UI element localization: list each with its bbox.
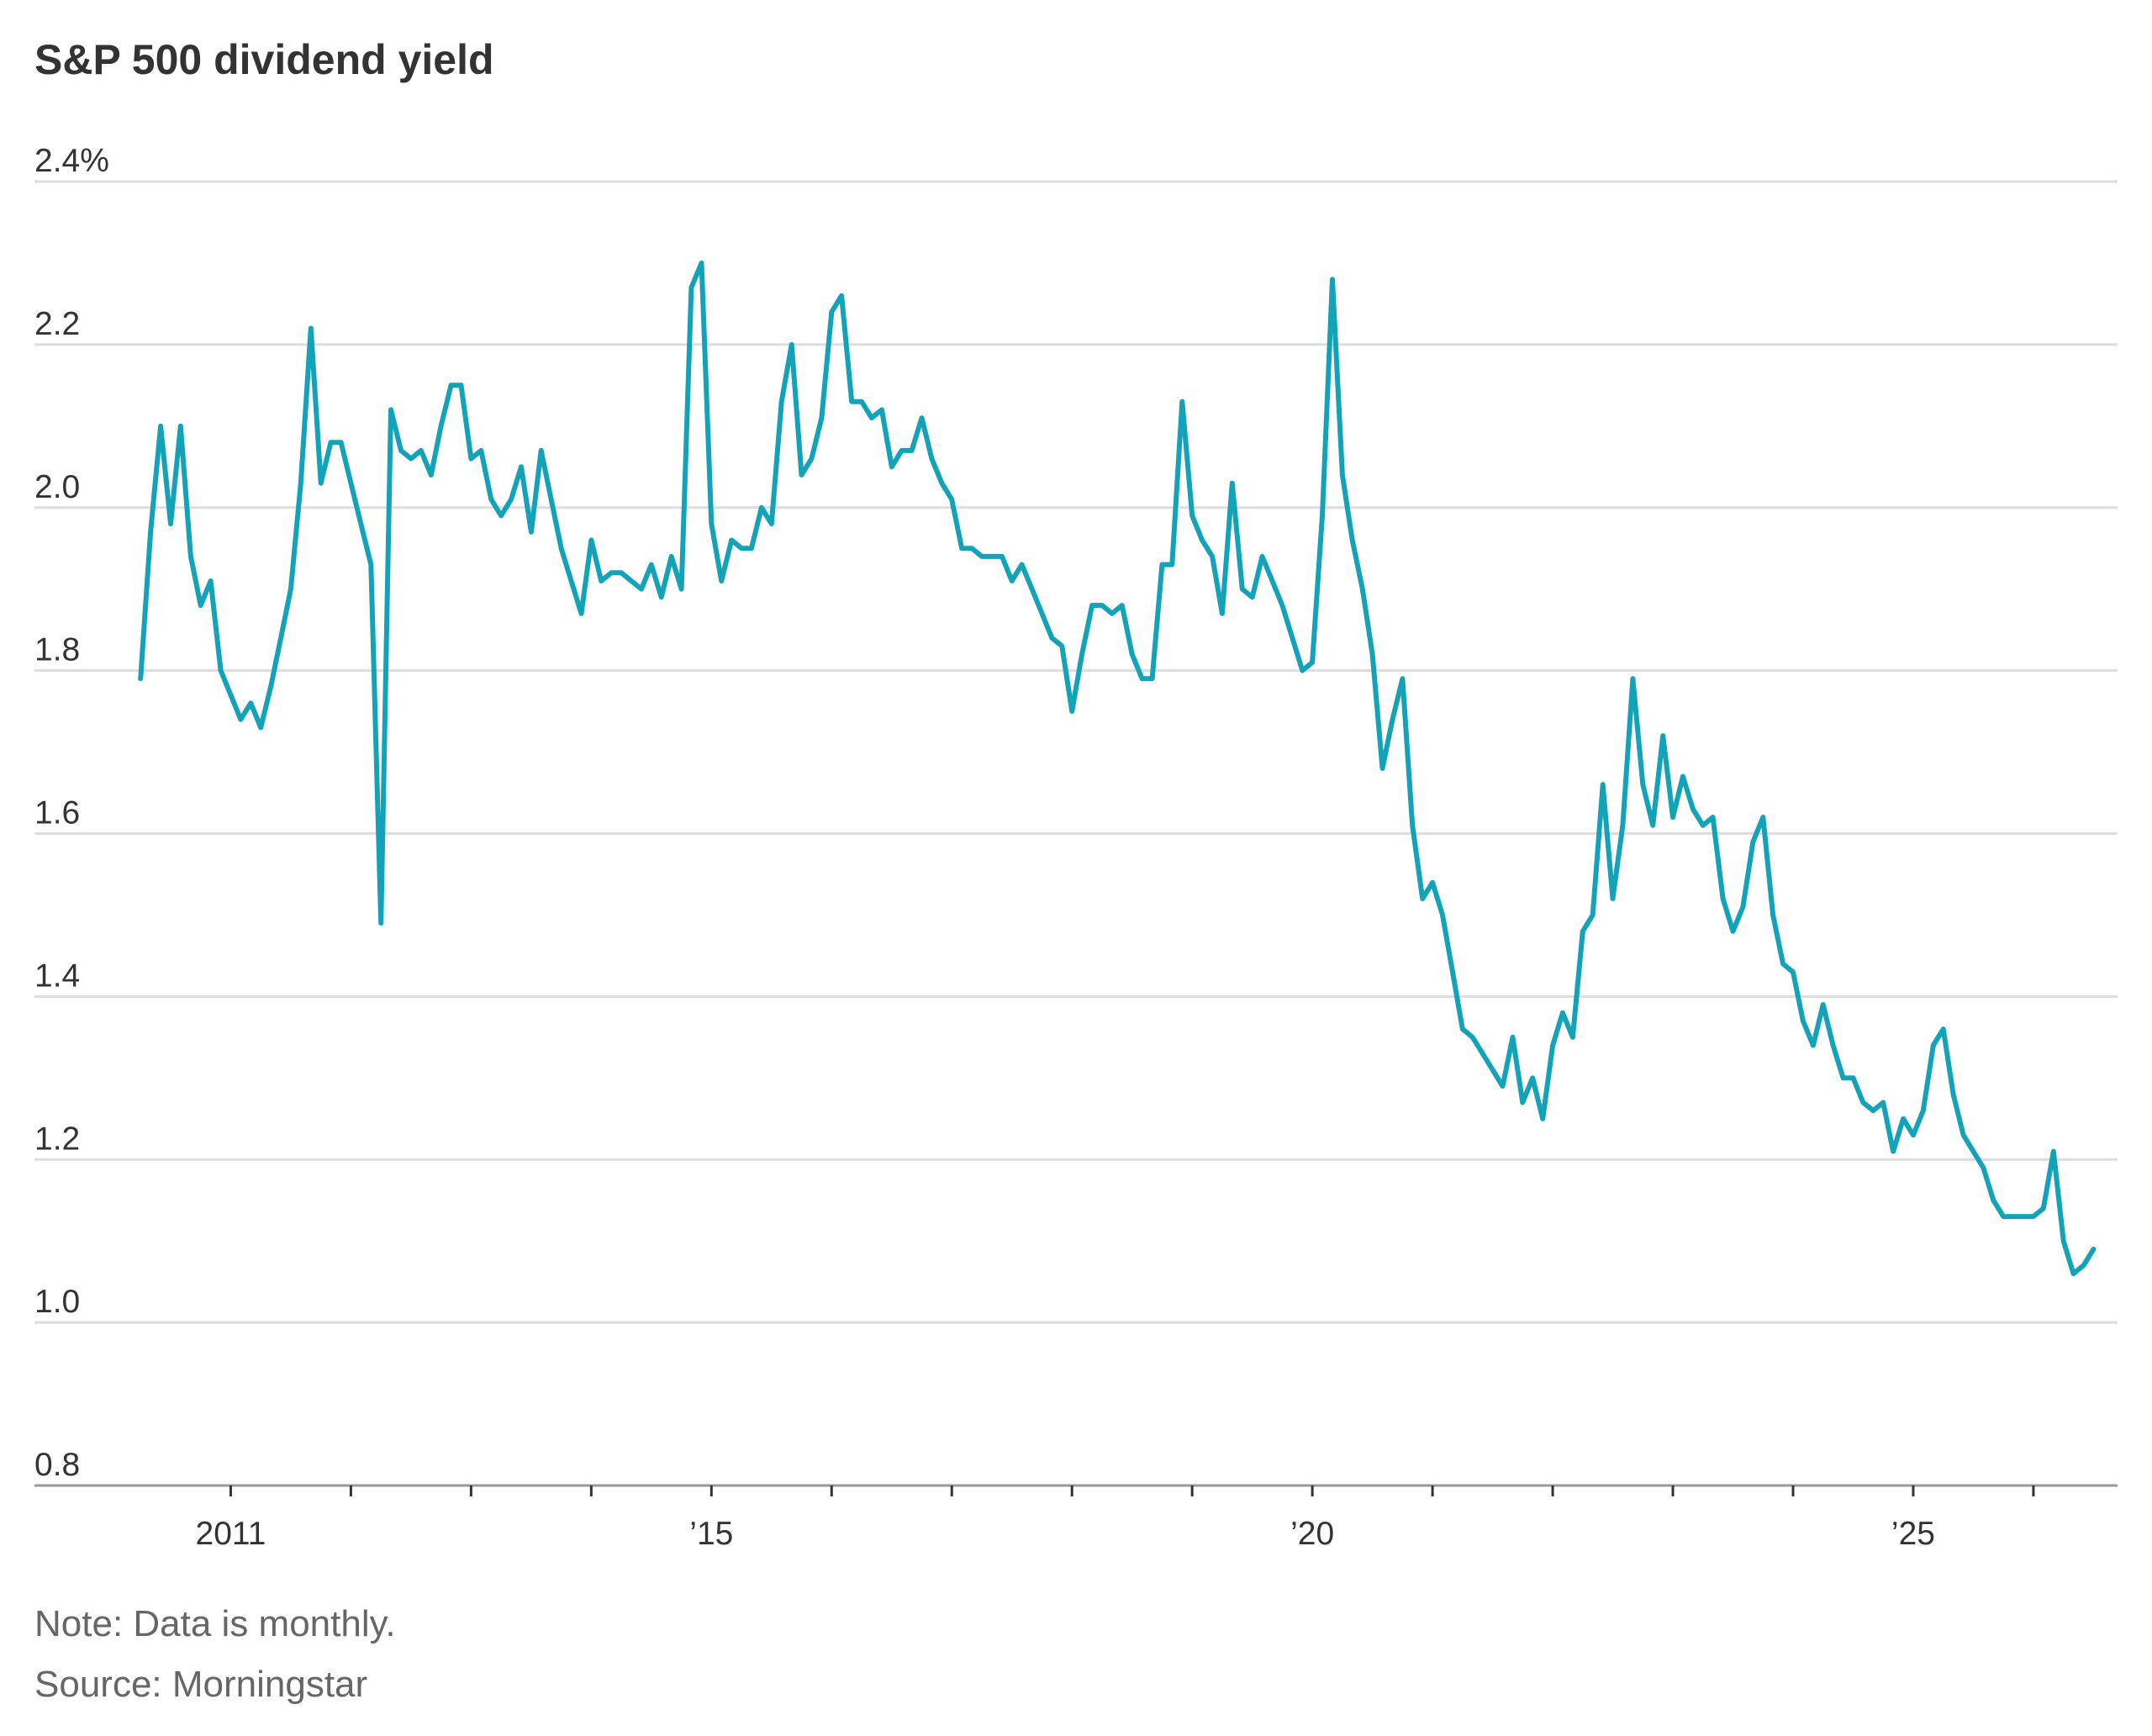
y-tick-label: 1.0 <box>34 1284 80 1320</box>
x-tick-label: ’20 <box>1290 1516 1334 1552</box>
x-tick-label: 2011 <box>196 1516 266 1552</box>
y-tick-label: 2.0 <box>34 469 80 505</box>
y-tick-label: 1.4 <box>34 958 80 994</box>
y-tick-label: 0.8 <box>34 1447 80 1483</box>
source: Source: Morningstar <box>34 1664 367 1705</box>
note: Note: Data is monthly. <box>34 1603 396 1644</box>
chart-title: S&P 500 dividend yield <box>34 36 494 83</box>
x-tick-label: ’25 <box>1891 1516 1935 1552</box>
y-tick-label: 1.2 <box>34 1121 80 1157</box>
y-tick-label: 2.4% <box>34 143 109 179</box>
y-tick-label: 2.2 <box>34 306 80 342</box>
yield-line <box>138 260 2097 1276</box>
y-tick-label: 1.8 <box>34 632 80 668</box>
x-tick-label: ’15 <box>689 1516 733 1552</box>
y-tick-label: 1.6 <box>34 795 80 831</box>
